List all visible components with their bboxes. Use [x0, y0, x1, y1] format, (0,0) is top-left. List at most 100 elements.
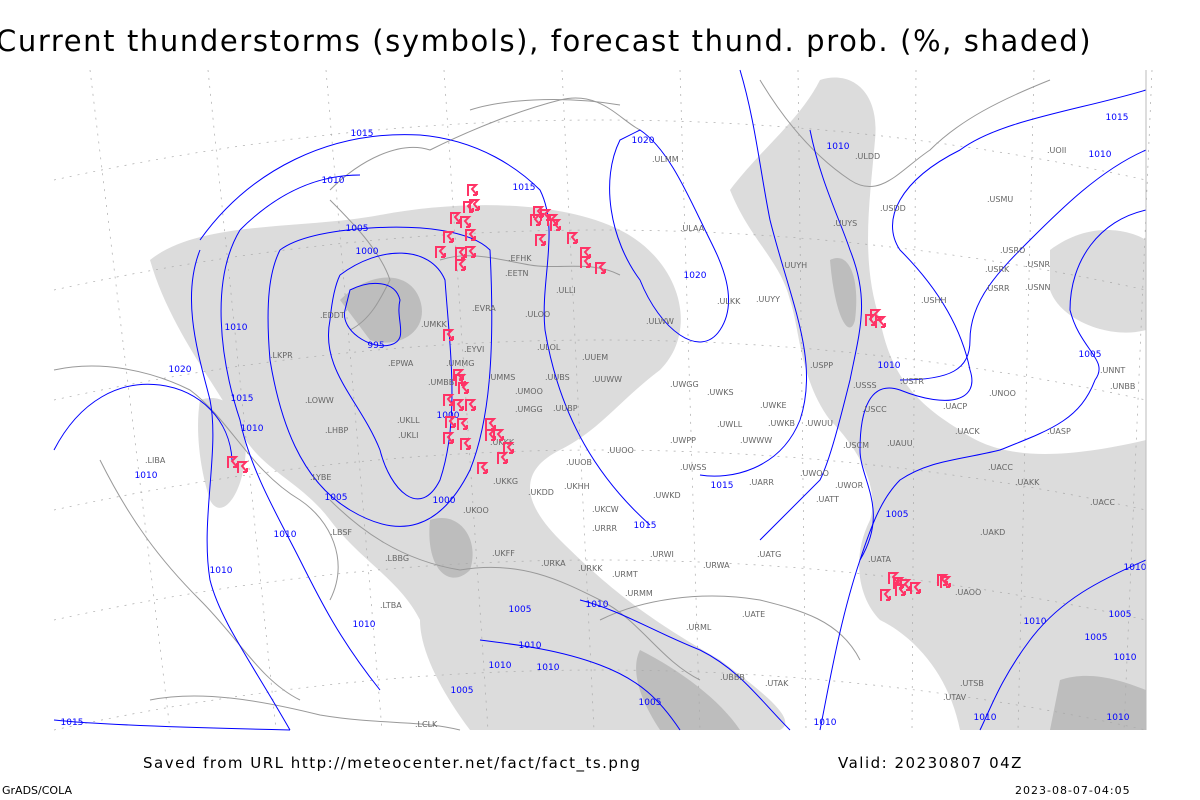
- thunderstorm-symbol-icon: [895, 584, 907, 596]
- station-label: .UWOR: [835, 481, 864, 490]
- station-label: .UMMS: [488, 373, 515, 382]
- thunderstorm-symbol-icon: [455, 259, 467, 271]
- coastline: [599, 595, 861, 661]
- station-label: .USRK: [985, 265, 1010, 274]
- isobar-label: 1010: [519, 641, 542, 651]
- isobar-label: 1010: [1024, 617, 1047, 627]
- isobar-line: [199, 134, 651, 526]
- thunderstorm-symbol-icon: [465, 399, 477, 411]
- station-label: .UAUU: [887, 439, 913, 448]
- station-label: .UMBB: [428, 378, 454, 387]
- station-label: .URWA: [703, 561, 730, 570]
- isobar-label: 1020: [169, 365, 192, 375]
- isobar-line: [479, 639, 681, 731]
- station-label: .UWKE: [760, 401, 787, 410]
- station-label: .UWKB: [768, 419, 795, 428]
- isobar-line: [267, 226, 493, 527]
- station-label: .LBSF: [330, 528, 352, 537]
- isobar-label: 995: [367, 341, 384, 351]
- thunderstorm-symbol-icon: [595, 262, 607, 274]
- thunderstorm-symbol-icon: [443, 231, 455, 243]
- isobar-label: 1005: [509, 605, 532, 615]
- station-label: .UKLL: [397, 416, 420, 425]
- station-label: .EVRA: [472, 304, 496, 313]
- station-label: .LOWW: [305, 396, 334, 405]
- station-label: .ULAA: [680, 224, 705, 233]
- thunderstorm-symbol-icon: [453, 399, 465, 411]
- isobar-label: 1010: [1089, 150, 1112, 160]
- thunderstorm-symbol-icon: [497, 452, 509, 464]
- station-label: .UACK: [955, 427, 980, 436]
- probability-shade-area: [150, 205, 786, 730]
- isobar-label: 1010: [489, 661, 512, 671]
- thunderstorm-symbol-icon: [458, 382, 470, 394]
- station-label: .LTBA: [380, 601, 402, 610]
- parallel-line: [53, 119, 1147, 181]
- station-label: .UATE: [742, 610, 765, 619]
- probability-shade-core: [636, 650, 740, 730]
- station-label: .ULDD: [855, 152, 880, 161]
- coastline: [99, 459, 301, 701]
- isobar-label: 1005: [346, 224, 369, 234]
- station-label: .URMM: [625, 589, 653, 598]
- station-label: .UWOO: [800, 469, 829, 478]
- station-label: .UMOO: [515, 387, 543, 396]
- station-label: .UMGG: [515, 405, 543, 414]
- station-label: .UUWW: [592, 375, 622, 384]
- station-label: .UAKD: [980, 528, 1005, 537]
- isobar-label: 1015: [1106, 113, 1129, 123]
- isobar-label: 1005: [1079, 350, 1102, 360]
- station-label: .USHH: [921, 296, 947, 305]
- isobars: 1015101010051000995100010001005101010151…: [53, 69, 1147, 731]
- isobar-line: [759, 129, 863, 541]
- station-label: .USNN: [1025, 283, 1050, 292]
- station-label: .UATG: [757, 550, 781, 559]
- probability-shade-area: [1050, 230, 1146, 333]
- coastline: [149, 695, 461, 731]
- station-label: .UKDD: [528, 488, 554, 497]
- station-label: .USMU: [987, 195, 1013, 204]
- isobar-line: [344, 282, 402, 347]
- coastline: [329, 499, 701, 681]
- isobar-line: [699, 69, 807, 477]
- station-label: .UUYY: [756, 295, 780, 304]
- thunderstorm-symbol-icon: [535, 234, 547, 246]
- station-label: .UNNT: [1100, 366, 1125, 375]
- parallel-line: [53, 669, 1147, 731]
- station-label: .UUOO: [607, 446, 634, 455]
- station-label: .UNBB: [1110, 382, 1135, 391]
- station-label: .ULMM: [652, 155, 679, 164]
- isobar-label: 1015: [231, 394, 254, 404]
- software-credit: GrADS/COLA: [2, 784, 72, 797]
- isobar-label: 1005: [886, 510, 909, 520]
- station-label: .UWPP: [670, 436, 696, 445]
- thunderstorm-symbol-icon: [880, 589, 892, 601]
- isobar-label: 1010: [225, 323, 248, 333]
- isobar-line: [979, 559, 1147, 731]
- lat-lon-grid: [53, 69, 1153, 731]
- isobar-label: 1010: [135, 471, 158, 481]
- thunderstorm-symbols: [227, 184, 952, 601]
- isobar-label: 1010: [322, 176, 345, 186]
- isobar-line: [239, 174, 361, 231]
- isobar-label: 1020: [632, 136, 655, 146]
- thunderstorm-symbol-icon: [465, 229, 477, 241]
- station-label: .UARR: [749, 478, 774, 487]
- station-label: .UASP: [1047, 427, 1071, 436]
- station-label: .UACC: [1090, 498, 1115, 507]
- isobar-line: [53, 719, 291, 731]
- thunderstorm-symbol-icon: [443, 432, 455, 444]
- isobar-label: 1000: [356, 247, 379, 257]
- isobar-label: 1005: [639, 698, 662, 708]
- station-label: .UAKK: [1015, 478, 1040, 487]
- isobar-label: 1010: [1124, 563, 1147, 573]
- isobar-label: 1000: [433, 496, 456, 506]
- station-label: .ULOL: [537, 343, 561, 352]
- station-label: .LCLK: [415, 720, 438, 729]
- station-label: .EYVI: [464, 345, 484, 354]
- station-label: .LYBE: [310, 473, 331, 482]
- probability-shade-core: [429, 518, 473, 578]
- thunderstorm-symbol-icon: [469, 199, 481, 211]
- station-label: .UTSB: [960, 679, 984, 688]
- thunderstorm-symbol-icon: [503, 442, 515, 454]
